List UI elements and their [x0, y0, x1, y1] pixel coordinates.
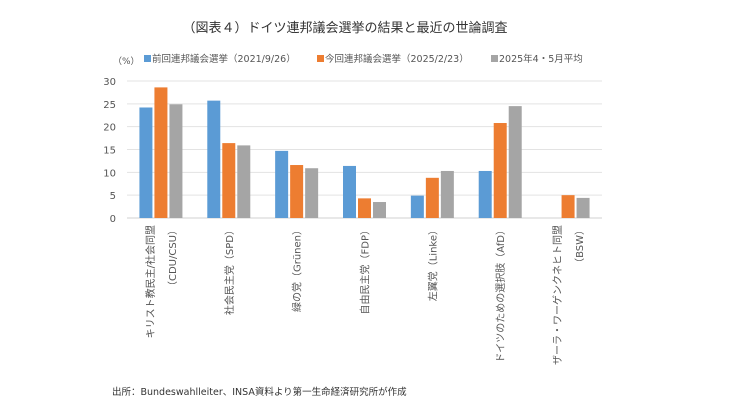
bar [275, 150, 289, 218]
y-tick-label: 30 [103, 77, 116, 88]
legend: 前回連邦議会選挙（2021/9/26） 今回連邦議会選挙（2025/2/23） 20… [144, 53, 583, 65]
bar [508, 106, 522, 218]
x-tick-label: キリスト教民主/社会同盟 [144, 225, 157, 338]
bar [305, 168, 319, 218]
y-tick-label: 20 [103, 123, 116, 134]
bar [410, 195, 424, 218]
bar [373, 202, 386, 218]
legend-swatch [144, 55, 151, 62]
x-tick-label: 自由民主党（FDP） [359, 225, 372, 314]
bar [576, 197, 590, 218]
bar [440, 170, 454, 218]
x-tick-label: （CDU/CSU） [167, 225, 179, 291]
source-note: 出所：Bundeswahlleiter、INSA資料より第一生命経済研究所が作成 [112, 386, 407, 398]
bar [425, 177, 439, 218]
x-tick-label: 緑の党（Grünen） [291, 225, 304, 312]
chart-title: （図表４）ドイツ連邦議会選挙の結果と最近の世論調査 [182, 20, 507, 36]
legend-label: 前回連邦議会選挙（2021/9/26） [152, 53, 296, 65]
bar [222, 143, 236, 218]
y-tick-label: 0 [110, 214, 116, 225]
x-tick-labels: キリスト教民主/社会同盟 （CDU/CSU） 社会民主党（SPD） 緑の党（Grüne… [144, 225, 586, 365]
bar [493, 123, 507, 218]
x-tick-label: ドイツのための選択肢（AfD） [494, 225, 507, 363]
y-tick-labels: 0 5 10 15 20 25 30 [103, 77, 116, 225]
bar [169, 104, 183, 218]
legend-label: 今回連邦議会選挙（2025/2/23） [325, 53, 469, 65]
y-tick-label: 15 [103, 146, 116, 157]
x-tick-label: 左翼党（Linke） [426, 225, 439, 301]
y-tick-label: 25 [103, 100, 116, 111]
legend-label: 2025年4・5月平均 [499, 53, 583, 65]
y-axis-label: （%） [113, 56, 140, 67]
bar [290, 165, 304, 218]
legend-swatch [491, 55, 498, 62]
bars [139, 87, 590, 218]
x-tick-label: 社会民主党（SPD） [223, 225, 236, 315]
bar [561, 195, 575, 218]
bar [358, 198, 371, 218]
x-tick-label: ザーラ・ワーゲンクネヒト同盟 [552, 225, 564, 365]
bar [478, 170, 492, 218]
gridlines [127, 80, 602, 219]
bar [207, 100, 221, 218]
x-tick-label: （BSW） [574, 225, 586, 268]
y-tick-label: 5 [110, 191, 116, 202]
legend-swatch [317, 55, 324, 62]
bar [154, 87, 168, 218]
y-tick-label: 10 [103, 168, 116, 179]
bar [139, 107, 153, 218]
bar [237, 145, 251, 218]
bar [343, 165, 356, 218]
